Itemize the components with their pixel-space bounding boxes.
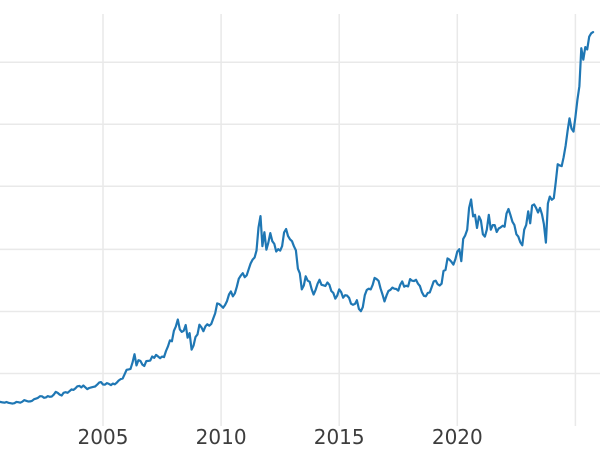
x-tick-label: 2015 [314, 425, 365, 449]
x-tick-label: 2010 [196, 425, 247, 449]
price-series [0, 31, 595, 405]
price-line [0, 31, 595, 405]
horizontal-gridlines [0, 61, 600, 375]
vertical-gridlines [102, 14, 577, 426]
x-axis-tick-labels: 2005 2010 2015 2020 [78, 425, 483, 449]
x-tick-label: 2020 [432, 425, 483, 449]
x-tick-label: 2005 [78, 425, 129, 449]
